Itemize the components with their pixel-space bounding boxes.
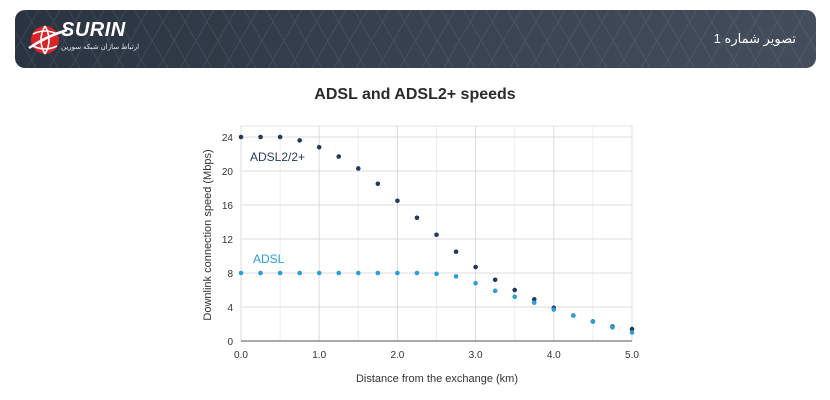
adsl-data-point	[453, 274, 459, 279]
y-tick-label: 8	[227, 269, 233, 280]
adsl-data-point	[629, 330, 635, 335]
adsl-data-point	[590, 319, 596, 324]
adsl-data-point	[395, 270, 400, 276]
adsl2-data-point	[453, 249, 459, 255]
image-caption: تصویر شماره 1	[713, 31, 796, 46]
data-points	[238, 134, 635, 335]
adsl2-data-point	[395, 198, 400, 204]
adsl-data-point	[414, 270, 420, 276]
adsl-data-point	[375, 270, 381, 276]
adsl2-data-point	[492, 277, 498, 283]
adsl-data-point	[297, 270, 302, 276]
chart-title: ADSL and ADSL2+ speeds	[314, 86, 516, 103]
x-tick-label: 2.0	[390, 350, 404, 361]
adsl-data-point	[434, 271, 439, 277]
y-tick-label: 4	[227, 303, 233, 314]
adsl-data-point	[551, 307, 557, 312]
adsl-data-point	[492, 288, 498, 294]
adsl2-data-point	[277, 134, 283, 140]
x-tick-label: 4.0	[547, 350, 561, 361]
brand-name: SURIN	[61, 19, 126, 41]
x-tick-label: 1.0	[312, 350, 326, 361]
adsl2-data-point	[531, 297, 537, 302]
y-tick-label: 24	[222, 133, 234, 144]
adsl2-data-point	[512, 287, 517, 293]
adsl-data-point	[238, 270, 244, 276]
y-tick-label: 16	[222, 201, 234, 212]
adsl-data-point	[258, 270, 263, 276]
adsl2-data-point	[258, 134, 263, 140]
adsl-data-point	[356, 270, 361, 276]
series-label-adsl: ADSL	[253, 252, 285, 266]
x-axis-label: Distance from the exchange (km)	[356, 373, 518, 385]
adsl-data-point	[473, 280, 478, 286]
y-tick-label: 12	[222, 235, 234, 246]
y-tick-label: 0	[227, 337, 233, 348]
axes: 0.0 1.0 2.0 3.0 4.0 5.0 0 4 8 12 16 20 24	[222, 133, 640, 361]
y-axis-label: Downlink connection speed (Mbps)	[202, 149, 214, 320]
adsl-data-point	[277, 270, 283, 276]
adsl2-data-point	[316, 144, 322, 150]
adsl2-data-point	[238, 134, 244, 140]
adsl-data-point	[316, 270, 322, 276]
x-tick-label: 5.0	[625, 350, 639, 361]
adsl2-data-point	[434, 232, 439, 238]
brand-tagline: ارتباط سازان شبکه سورین	[61, 44, 140, 51]
adsl2-data-point	[629, 326, 635, 332]
header-banner: SURIN ارتباط سازان شبکه سورین تصویر شمار…	[15, 10, 816, 68]
globe-logo-icon	[28, 25, 68, 55]
adsl-data-point	[512, 294, 517, 300]
series-label-adsl2: ADSL2/2+	[250, 150, 305, 164]
adsl2-data-point	[336, 154, 342, 159]
adsl2-data-point	[356, 166, 361, 171]
header-pattern	[15, 10, 816, 68]
x-tick-label: 3.0	[469, 350, 483, 361]
adsl2-data-point	[297, 138, 302, 143]
x-tick-label: 0.0	[234, 350, 248, 361]
adsl-data-point	[571, 313, 576, 318]
adsl-data-point	[531, 300, 537, 306]
adsl2-data-point	[375, 181, 381, 187]
adsl-data-point	[336, 270, 342, 276]
adsl-data-point	[610, 325, 615, 330]
adsl2-data-point	[473, 264, 478, 270]
y-tick-label: 20	[222, 167, 234, 178]
adsl2-data-point	[414, 215, 420, 221]
